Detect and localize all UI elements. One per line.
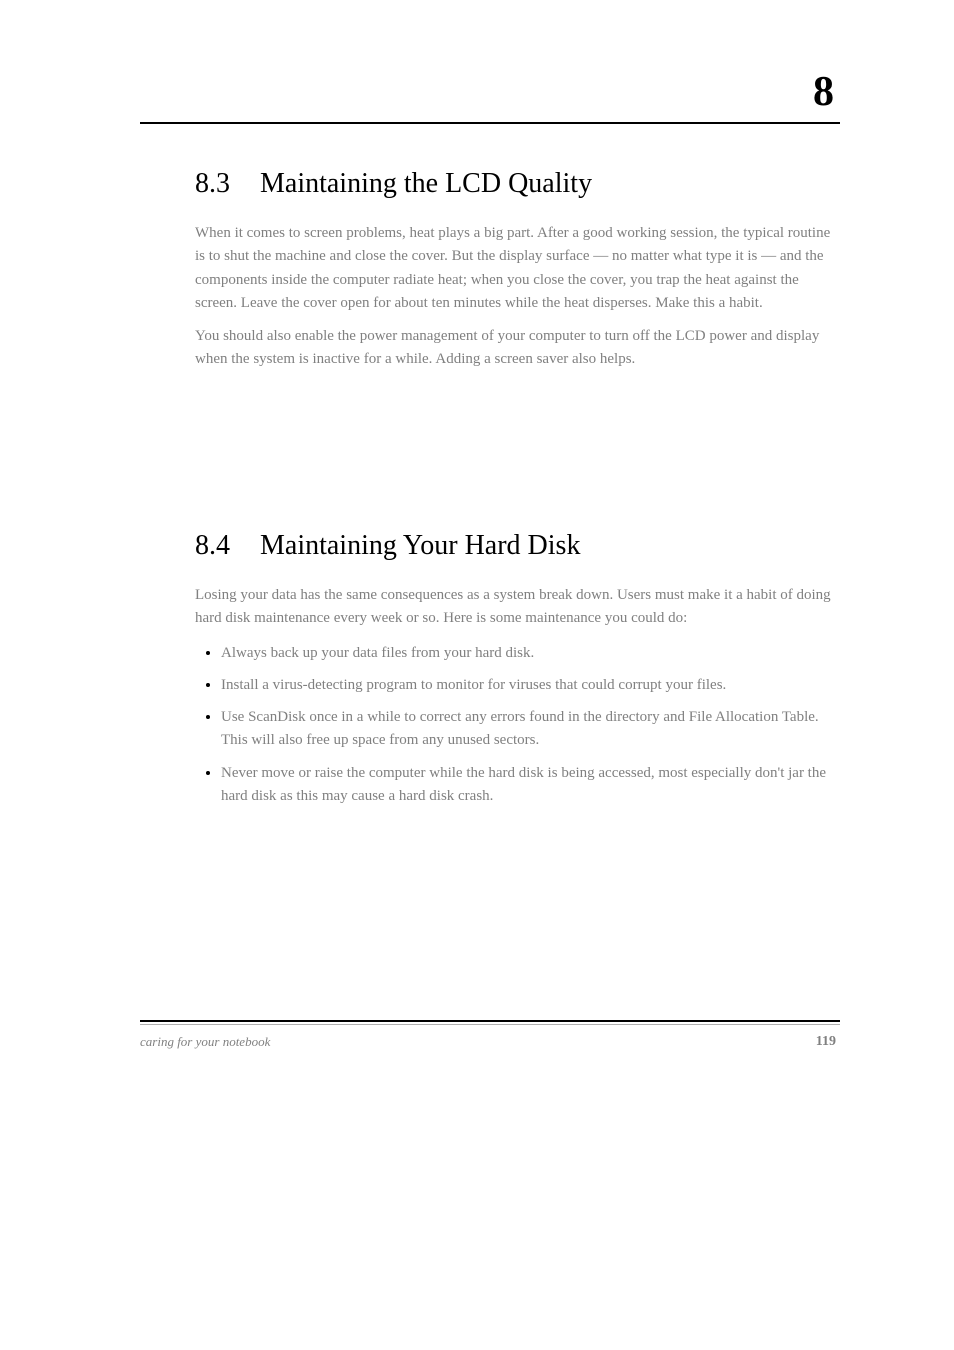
chapter-number: 8: [813, 68, 834, 116]
section-body-harddisk: Losing your data has the same consequenc…: [195, 584, 835, 808]
top-rule: [140, 122, 840, 124]
bottom-rule: [140, 1020, 840, 1022]
section-lcd: 8.3 Maintaining the LCD Quality When it …: [195, 168, 835, 382]
list-item: Install a virus-detecting program to mon…: [221, 673, 835, 697]
section-number: 8.3: [195, 168, 253, 200]
section-harddisk: 8.4 Maintaining Your Hard Disk Losing yo…: [195, 530, 835, 816]
bottom-subrule: [140, 1024, 840, 1025]
section-title: Maintaining Your Hard Disk: [260, 530, 580, 561]
section-title: Maintaining the LCD Quality: [260, 168, 592, 199]
footer-chapter-title: caring for your notebook: [140, 1034, 270, 1050]
paragraph: When it comes to screen problems, heat p…: [195, 222, 835, 315]
section-number: 8.4: [195, 530, 253, 562]
section-heading-lcd: 8.3 Maintaining the LCD Quality: [195, 168, 835, 200]
page: 8 8.3 Maintaining the LCD Quality When i…: [0, 0, 954, 1350]
maintenance-list: Always back up your data files from your…: [195, 641, 835, 809]
footer-page-number: 119: [816, 1034, 836, 1050]
paragraph: Losing your data has the same consequenc…: [195, 584, 835, 631]
list-item: Never move or raise the computer while t…: [221, 761, 835, 809]
section-heading-harddisk: 8.4 Maintaining Your Hard Disk: [195, 530, 835, 562]
section-body-lcd: When it comes to screen problems, heat p…: [195, 222, 835, 372]
list-item: Always back up your data files from your…: [221, 641, 835, 665]
paragraph: You should also enable the power managem…: [195, 325, 835, 372]
list-item: Use ScanDisk once in a while to correct …: [221, 705, 835, 753]
